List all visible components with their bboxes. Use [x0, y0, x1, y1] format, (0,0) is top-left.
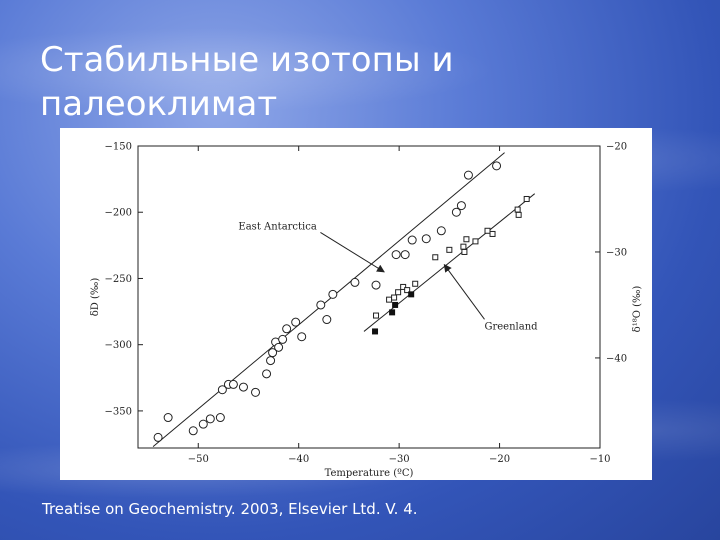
title-line-2: палеоклимат: [40, 84, 278, 124]
data-point: [278, 334, 288, 344]
y-right-tick-label: −30: [606, 247, 627, 258]
data-point: [451, 207, 461, 217]
y-right-tick-label: −40: [606, 353, 627, 364]
data-point: [373, 312, 380, 319]
data-point: [446, 246, 453, 253]
fit-line-0: [152, 152, 505, 448]
data-point: [217, 385, 227, 395]
data-point: [328, 289, 338, 299]
chart-panel: −50 −40 −30 −20 −10 −150 −200 −250 −300 −350 −20 −3…: [60, 128, 652, 480]
data-point: [389, 309, 396, 316]
data-point: [432, 254, 439, 261]
data-point: [274, 342, 284, 352]
data-point: [400, 283, 407, 290]
data-point: [251, 387, 261, 397]
annotation-arrow-0: [320, 232, 385, 273]
data-point: [282, 324, 292, 334]
y-left-tick-label: −350: [105, 406, 132, 417]
x-tick-label: −20: [489, 454, 510, 465]
slide-caption: Treatise on Geochemistry. 2003, Elsevier…: [42, 500, 418, 518]
y-right-axis-label: δ¹⁸O (‰): [632, 286, 643, 333]
data-point: [408, 291, 415, 298]
data-point: [460, 243, 467, 250]
y-left-tick-label: −150: [105, 142, 132, 153]
data-point: [436, 226, 446, 236]
plot-frame: [137, 145, 601, 449]
data-point: [391, 250, 401, 260]
data-point: [266, 356, 276, 366]
data-point: [205, 414, 215, 424]
data-point: [392, 301, 399, 308]
data-point: [456, 201, 466, 211]
y-left-tick-label: −300: [105, 340, 132, 351]
data-point: [188, 426, 198, 436]
data-point: [463, 170, 473, 180]
data-point: [523, 195, 530, 202]
y-left-axis-label: δD (‰): [90, 278, 101, 317]
data-point: [386, 296, 393, 303]
data-point: [404, 287, 411, 294]
data-point: [198, 419, 208, 429]
data-point: [472, 238, 479, 245]
data-point: [371, 280, 381, 290]
y-right-tick-label: −20: [606, 142, 627, 153]
data-point: [515, 211, 522, 218]
data-point: [163, 413, 173, 423]
data-point: [372, 328, 379, 335]
x-axis-label: Temperature (ºC): [325, 468, 414, 479]
fit-line-1: [363, 193, 536, 332]
y-left-tick-label: −250: [105, 274, 132, 285]
data-point: [322, 315, 332, 325]
data-point: [484, 227, 491, 234]
data-point: [407, 235, 417, 245]
data-point: [316, 300, 326, 310]
data-point: [400, 250, 410, 260]
data-point: [489, 230, 496, 237]
data-point: [228, 379, 238, 389]
data-point: [238, 382, 248, 392]
data-point: [215, 413, 225, 423]
data-point: [297, 332, 307, 342]
data-point: [421, 234, 431, 244]
isotope-temperature-chart: −50 −40 −30 −20 −10 −150 −200 −250 −300 −350 −20 −3…: [90, 142, 643, 480]
data-point: [514, 206, 521, 213]
data-point: [391, 294, 398, 301]
data-point: [153, 432, 163, 442]
annotation-arrow-1: [443, 263, 485, 320]
data-point: [461, 248, 468, 255]
annotation-label-0: East Antarctica: [238, 221, 316, 232]
x-tick-label: −30: [389, 454, 410, 465]
data-point: [350, 277, 360, 287]
data-point: [412, 280, 419, 287]
data-point: [492, 161, 502, 171]
data-point: [463, 236, 470, 243]
x-tick-label: −50: [188, 454, 209, 465]
data-point: [291, 317, 301, 327]
annotation-label-1: Greenland: [485, 321, 539, 332]
x-tick-label: −10: [589, 454, 610, 465]
title-line-1: Стабильные изотопы и: [40, 40, 454, 80]
data-point: [395, 289, 402, 296]
y-left-tick-label: −200: [105, 208, 132, 219]
x-tick-label: −40: [288, 454, 309, 465]
data-point: [268, 348, 278, 358]
slide-title: Стабильные изотопы и палеоклимат: [40, 38, 660, 126]
data-point: [262, 369, 272, 379]
